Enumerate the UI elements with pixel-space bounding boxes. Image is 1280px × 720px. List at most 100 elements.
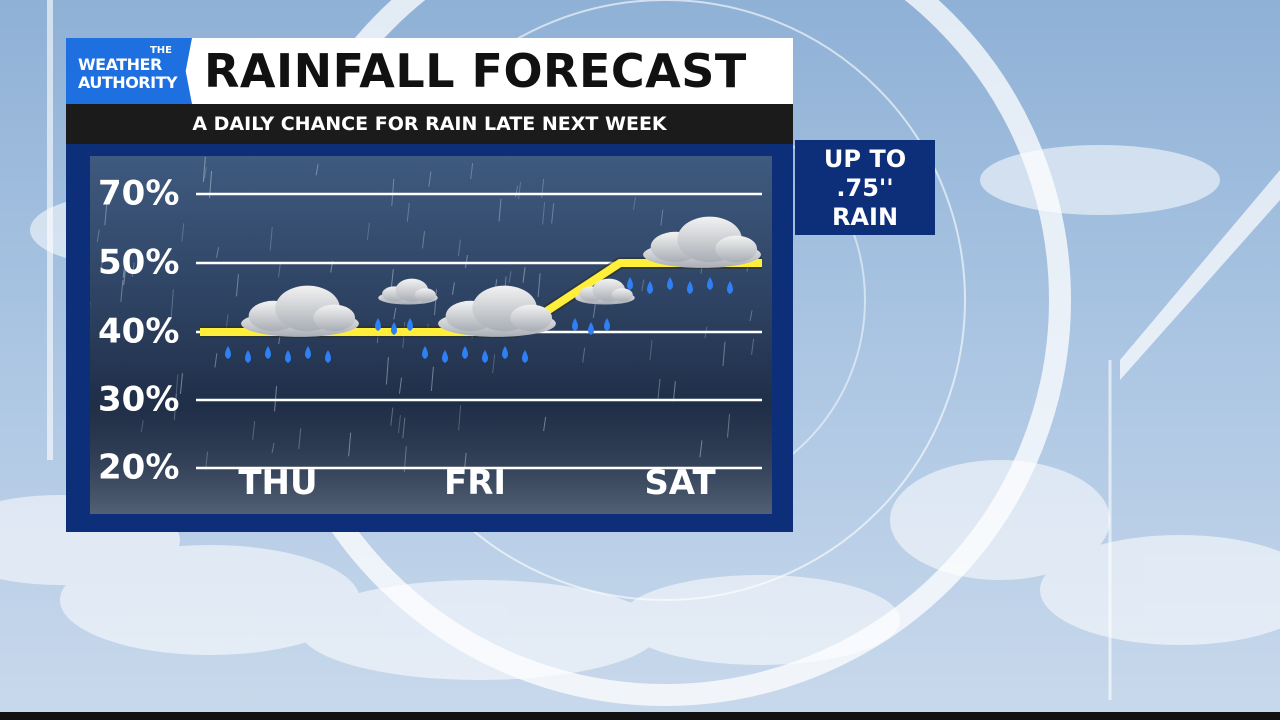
weather-authority-logo: THE WEATHER AUTHORITY <box>66 38 192 104</box>
rain-drop <box>707 277 713 290</box>
rain-drop <box>285 350 291 363</box>
rain-cloud-icon <box>225 278 438 363</box>
rain-streak <box>140 420 144 432</box>
main-cloud <box>438 285 556 337</box>
rain-streak <box>498 198 502 222</box>
x-axis-ticks: THU FRI SAT <box>238 463 716 503</box>
y-axis-ticks: 70% 50% 40% 30% 20% <box>98 174 179 488</box>
y-tick-label: 20% <box>98 448 179 488</box>
rain-drop <box>482 350 488 363</box>
rain-streak <box>179 373 183 394</box>
rain-streak <box>181 223 185 242</box>
rain-streak <box>699 440 703 458</box>
rain-streak <box>458 405 462 431</box>
cloud-puff <box>510 304 553 332</box>
rain-streak <box>366 222 370 241</box>
rain-drop <box>375 318 381 331</box>
rain-drop <box>462 346 468 359</box>
rain-streak <box>104 202 108 226</box>
main-cloud <box>643 216 761 268</box>
rain-streak <box>464 255 468 268</box>
rain-streak <box>173 393 177 421</box>
rain-streak <box>252 421 256 440</box>
rain-streak <box>641 279 645 292</box>
rain-streak <box>537 273 541 297</box>
rain-cloud-icon <box>422 278 635 363</box>
rain-streak <box>203 167 207 179</box>
rain-streak <box>122 261 126 278</box>
rain-drop <box>522 350 528 363</box>
rain-drop <box>572 318 578 331</box>
rain-streak <box>727 414 731 438</box>
small-cloud <box>575 278 635 305</box>
rain-drop <box>604 318 610 331</box>
rain-drop <box>502 346 508 359</box>
rain-drop <box>627 277 633 290</box>
y-tick-label: 30% <box>98 380 179 420</box>
rain-streak <box>390 407 394 426</box>
rain-drop <box>687 281 693 294</box>
callout-line-2: .75'' <box>836 174 894 202</box>
rain-drop <box>647 281 653 294</box>
cloud-puff <box>715 235 758 263</box>
rain-streak <box>271 442 275 454</box>
rain-streak <box>592 303 596 318</box>
rain-streak <box>522 267 526 283</box>
rain-streak <box>632 196 636 211</box>
rain-streak <box>398 377 402 394</box>
rain-streak <box>391 178 395 207</box>
rain-streak <box>214 353 218 368</box>
rain-streak <box>722 341 726 367</box>
y-tick-label: 50% <box>98 243 179 283</box>
rain-streak <box>397 415 401 434</box>
rain-streak <box>457 239 461 256</box>
cloud-puff <box>611 288 633 302</box>
y-tick-label: 40% <box>98 312 179 352</box>
rain-drop <box>407 318 413 331</box>
cloud-puff <box>313 304 356 332</box>
rain-streak <box>170 289 174 317</box>
rain-streak <box>543 416 547 432</box>
rain-streak <box>205 451 209 470</box>
rain-streak <box>508 271 512 283</box>
rain-drop <box>305 346 311 359</box>
rain-drop <box>442 350 448 363</box>
rain-cloud-icon <box>627 216 761 294</box>
rain-streak <box>582 347 586 363</box>
rain-streak <box>278 261 282 278</box>
rain-streak <box>492 354 496 374</box>
rain-streak <box>649 340 653 361</box>
rain-streak <box>216 247 220 258</box>
rain-streak <box>660 209 664 226</box>
rain-drop <box>588 322 594 335</box>
rain-streak <box>100 248 104 271</box>
rain-drop <box>325 350 331 363</box>
rain-streak <box>551 203 555 224</box>
rain-streak <box>348 432 352 457</box>
logo-line-3: AUTHORITY <box>78 73 178 92</box>
chart-area: 70% 50% 40% 30% 20% THU FRI SAT <box>90 156 772 514</box>
rain-chance-chart: 70% 50% 40% 30% 20% THU FRI SAT <box>90 156 772 514</box>
logo-line-1: THE <box>149 45 172 56</box>
rain-streak <box>123 266 127 286</box>
logo-line-2: WEATHER <box>78 55 162 74</box>
rain-streak <box>298 428 302 450</box>
weather-icons <box>225 216 761 363</box>
rain-drop <box>391 322 397 335</box>
rain-streak <box>434 289 438 316</box>
rain-streak <box>269 226 273 251</box>
rain-drop <box>667 277 673 290</box>
rain-streak <box>542 202 546 225</box>
rain-streak <box>385 357 389 385</box>
main-cloud <box>241 285 359 337</box>
rain-streak <box>672 381 676 402</box>
rain-streak <box>274 385 278 412</box>
title-bar: THE WEATHER AUTHORITY RAINFALL FORECAST <box>66 38 793 104</box>
rain-streak <box>515 185 519 198</box>
rain-streak <box>175 374 179 400</box>
rain-streak <box>235 274 239 297</box>
small-cloud <box>378 278 438 305</box>
rain-streak <box>131 262 135 277</box>
rain-streak <box>470 163 474 180</box>
rain-drop <box>265 346 271 359</box>
